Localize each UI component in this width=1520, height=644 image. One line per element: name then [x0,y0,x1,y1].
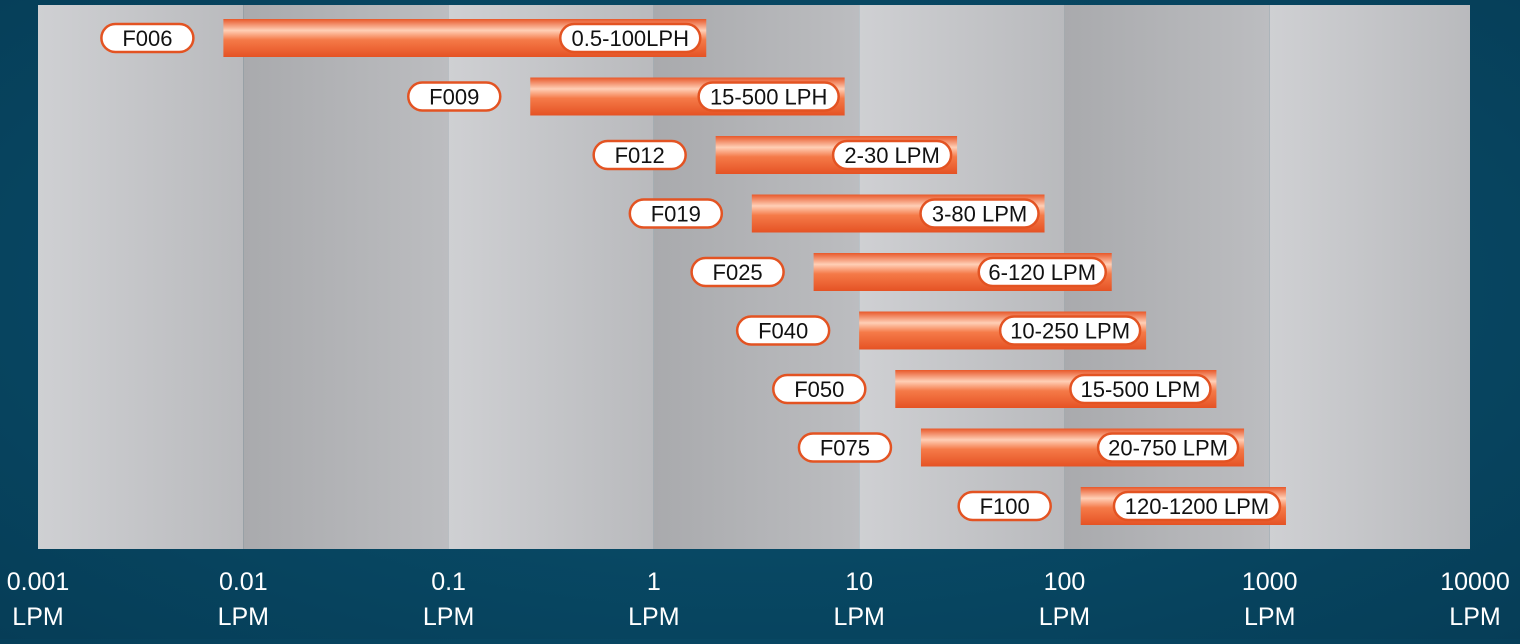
range-label: 3-80 LPM [919,198,1040,229]
x-tick-unit: LPM [218,603,269,631]
range-label-pill [977,256,1107,288]
range-label: 2-30 LPM [831,139,953,171]
model-label-pill [100,22,195,54]
x-tick-value: 1 [647,568,661,596]
model-label: F075 [797,432,893,463]
model-label-pill [690,256,785,288]
x-tick-value: 100 [1044,568,1086,596]
model-label: F050 [772,373,867,405]
range-label-text: 3-80 LPM [932,202,1027,227]
plot-band [38,5,244,549]
x-tick: 1 LPM [628,568,679,631]
model-label-text: F100 [980,494,1030,519]
x-tick-unit: LPM [833,603,884,631]
model-label-pill [628,198,724,229]
range-label: 15-500 LPH [697,81,840,112]
x-tick-value: 0.01 [219,568,268,596]
x-tick-unit: LPM [628,603,679,631]
x-tick-value: 0.001 [7,568,70,596]
range-label-text: 15-500 LPM [1080,377,1200,402]
x-tick-unit: LPM [1039,603,1090,631]
model-label-pill [957,490,1052,522]
range-row-f012: 2-30 LPM F012 [592,136,958,174]
range-label-pill [1069,373,1212,405]
model-label: F006 [100,22,195,54]
range-row-f075: 20-750 LPM F075 [797,428,1245,467]
model-label-text: F050 [794,377,844,402]
range-label: 120-1200 LPM [1112,490,1282,522]
range-label-text: 0.5-100LPH [572,26,689,51]
range-label: 20-750 LPM [1096,432,1240,463]
model-label-text: F025 [713,260,763,285]
model-label-pill [735,315,831,346]
model-label-pill [592,139,687,171]
range-label: 6-120 LPM [977,256,1107,288]
range-label-pill [919,198,1040,229]
range-row-f025: 6-120 LPM F025 [690,253,1112,291]
range-label-pill [559,22,702,54]
model-label-pill [797,432,893,463]
range-label: 0.5-100LPH [559,22,702,54]
model-label-text: F009 [429,85,479,110]
range-label-pill [831,139,953,171]
x-tick: 10000 LPM [1440,568,1510,631]
x-tick-unit: LPM [423,603,474,631]
range-label-text: 20-750 LPM [1108,436,1228,461]
model-label-text: F012 [615,143,665,168]
range-row-f006: 0.5-100LPH F006 [100,19,707,57]
x-tick: 10 LPM [833,568,884,631]
model-label: F009 [407,81,502,112]
range-label-text: 6-120 LPM [988,260,1096,285]
range-label-pill [998,315,1142,346]
model-label: F025 [690,256,785,288]
x-tick-value: 1000 [1242,568,1298,596]
model-label: F019 [628,198,724,229]
range-label-pill [1112,490,1282,522]
x-tick-unit: LPM [12,603,63,631]
range-label-text: 15-500 LPH [710,85,827,110]
range-row-f019: 3-80 LPM F019 [628,194,1045,233]
x-tick-unit: LPM [1449,603,1500,631]
range-label-text: 2-30 LPM [844,143,939,168]
range-label: 15-500 LPM [1069,373,1212,405]
range-label: 10-250 LPM [998,315,1142,346]
x-tick: 1000 LPM [1242,568,1298,631]
model-label-text: F006 [122,26,172,51]
range-label-pill [1096,432,1240,463]
x-tick: 100 LPM [1039,568,1090,631]
model-label-pill [407,81,502,112]
x-tick-value: 0.1 [431,568,466,596]
plot-bars: 0.5-100LPH F006 15-500 LPH F009 2-30 LPM F012… [100,19,1286,525]
x-tick-unit: LPM [1244,603,1295,631]
range-label-pill [697,81,840,112]
x-tick: 0.001 LPM [7,568,70,631]
x-tick-value: 10 [845,568,873,596]
model-label: F040 [735,315,831,346]
range-row-f040: 10-250 LPM F040 [735,311,1147,350]
model-label-pill [772,373,867,405]
plot-band [1269,5,1470,549]
model-label: F100 [957,490,1052,522]
model-label-text: F019 [651,202,701,227]
model-label: F012 [592,139,687,171]
range-row-f050: 15-500 LPM F050 [772,370,1217,408]
model-label-text: F040 [758,319,808,344]
model-label-text: F075 [820,436,870,461]
range-row-f100: 120-1200 LPM F100 [957,487,1286,525]
x-axis-ticks: 0.001LPM0.01LPM0.1LPM1LPM10LPM100LPM1000… [7,568,1510,631]
x-tick: 0.1 LPM [423,568,474,631]
x-tick-value: 10000 [1440,568,1510,596]
range-label-text: 120-1200 LPM [1125,494,1269,519]
range-label-text: 10-250 LPM [1010,319,1130,344]
x-tick: 0.01 LPM [218,568,269,631]
range-row-f009: 15-500 LPH F009 [407,77,845,116]
